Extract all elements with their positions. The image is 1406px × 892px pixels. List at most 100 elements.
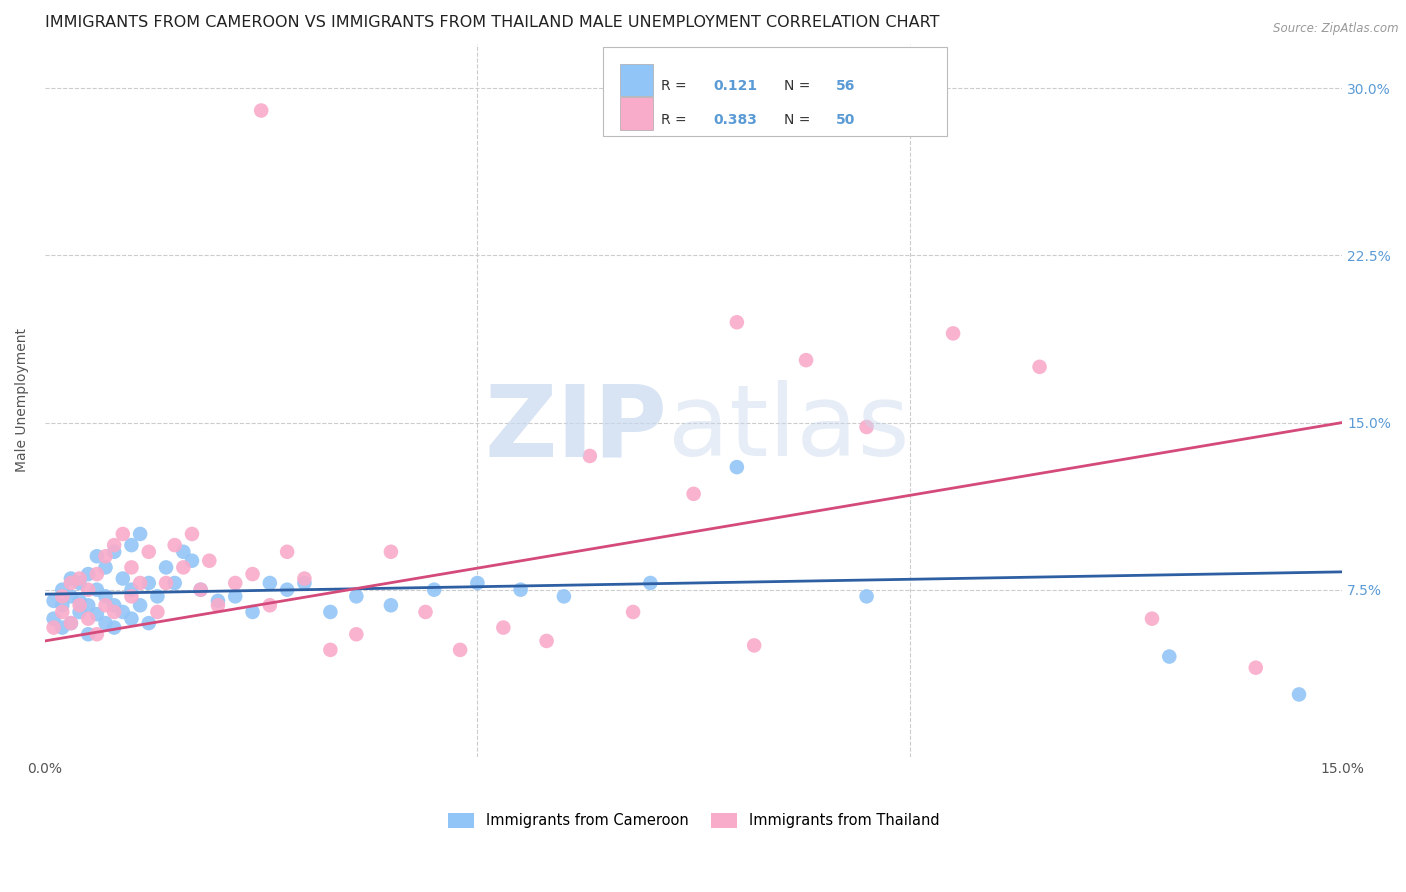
Text: atlas: atlas <box>668 380 910 477</box>
Point <box>59 576 82 591</box>
Point <box>94 590 117 604</box>
Point <box>415 605 437 619</box>
Point <box>190 582 212 597</box>
Point <box>1159 649 1181 664</box>
Point <box>86 549 108 564</box>
Text: N =: N = <box>785 113 815 127</box>
Point <box>1244 661 1267 675</box>
Point <box>155 576 177 591</box>
Point <box>69 576 91 591</box>
Point <box>207 599 229 613</box>
Point <box>59 590 82 604</box>
Point <box>725 460 748 475</box>
Point <box>86 567 108 582</box>
Point <box>86 582 108 597</box>
Text: 0.383: 0.383 <box>713 113 756 127</box>
Y-axis label: Male Unemployment: Male Unemployment <box>15 328 30 472</box>
Point <box>77 582 100 597</box>
Point <box>1140 612 1163 626</box>
Point <box>77 627 100 641</box>
Point <box>242 605 264 619</box>
Point <box>42 612 65 626</box>
Text: N =: N = <box>785 79 815 94</box>
Point <box>276 582 298 597</box>
Point <box>207 594 229 608</box>
Point <box>163 538 186 552</box>
Point <box>449 643 471 657</box>
Point <box>172 560 194 574</box>
Point <box>86 627 108 641</box>
Point <box>344 627 367 641</box>
Point <box>69 594 91 608</box>
Point <box>794 353 817 368</box>
Point <box>181 554 204 568</box>
Point <box>103 605 125 619</box>
Point <box>103 599 125 613</box>
Text: ZIP: ZIP <box>485 380 668 477</box>
Point <box>42 594 65 608</box>
Text: 50: 50 <box>837 113 856 127</box>
Point <box>163 576 186 591</box>
Point <box>51 605 73 619</box>
Point <box>86 607 108 622</box>
Point <box>190 582 212 597</box>
Point <box>467 576 489 591</box>
Point <box>51 599 73 613</box>
Point <box>942 326 965 341</box>
FancyBboxPatch shape <box>603 47 946 136</box>
Point <box>120 590 142 604</box>
Point <box>120 612 142 626</box>
Point <box>725 315 748 329</box>
Point <box>276 545 298 559</box>
Point <box>742 639 765 653</box>
Point <box>319 643 342 657</box>
Point <box>536 634 558 648</box>
Point <box>51 621 73 635</box>
Point <box>319 605 342 619</box>
Point <box>259 599 281 613</box>
Point <box>138 545 160 559</box>
Point <box>111 572 134 586</box>
Text: IMMIGRANTS FROM CAMEROON VS IMMIGRANTS FROM THAILAND MALE UNEMPLOYMENT CORRELATI: IMMIGRANTS FROM CAMEROON VS IMMIGRANTS F… <box>45 15 939 30</box>
Point <box>855 590 877 604</box>
Point <box>120 538 142 552</box>
Text: 56: 56 <box>837 79 856 94</box>
Point <box>59 616 82 631</box>
Point <box>111 527 134 541</box>
Point <box>103 545 125 559</box>
Point <box>111 605 134 619</box>
Point <box>77 599 100 613</box>
Point <box>553 590 575 604</box>
Point <box>59 572 82 586</box>
Point <box>198 554 221 568</box>
Point <box>259 576 281 591</box>
Point <box>181 527 204 541</box>
Point <box>1028 359 1050 374</box>
Point <box>94 599 117 613</box>
Legend: Immigrants from Cameroon, Immigrants from Thailand: Immigrants from Cameroon, Immigrants fro… <box>443 807 945 834</box>
FancyBboxPatch shape <box>620 63 654 96</box>
Point <box>129 576 152 591</box>
Point <box>59 616 82 631</box>
FancyBboxPatch shape <box>620 97 654 130</box>
Point <box>51 590 73 604</box>
Point <box>855 420 877 434</box>
Point <box>640 576 662 591</box>
Point <box>423 582 446 597</box>
Point <box>242 567 264 582</box>
Point <box>250 103 273 118</box>
Point <box>103 621 125 635</box>
Point <box>579 449 602 463</box>
Point <box>380 545 402 559</box>
Point <box>77 612 100 626</box>
Point <box>94 549 117 564</box>
Point <box>224 590 246 604</box>
Point <box>492 621 515 635</box>
Point <box>129 527 152 541</box>
Point <box>120 560 142 574</box>
Point <box>69 572 91 586</box>
Point <box>138 616 160 631</box>
Point <box>120 582 142 597</box>
Point <box>77 567 100 582</box>
Point <box>224 576 246 591</box>
